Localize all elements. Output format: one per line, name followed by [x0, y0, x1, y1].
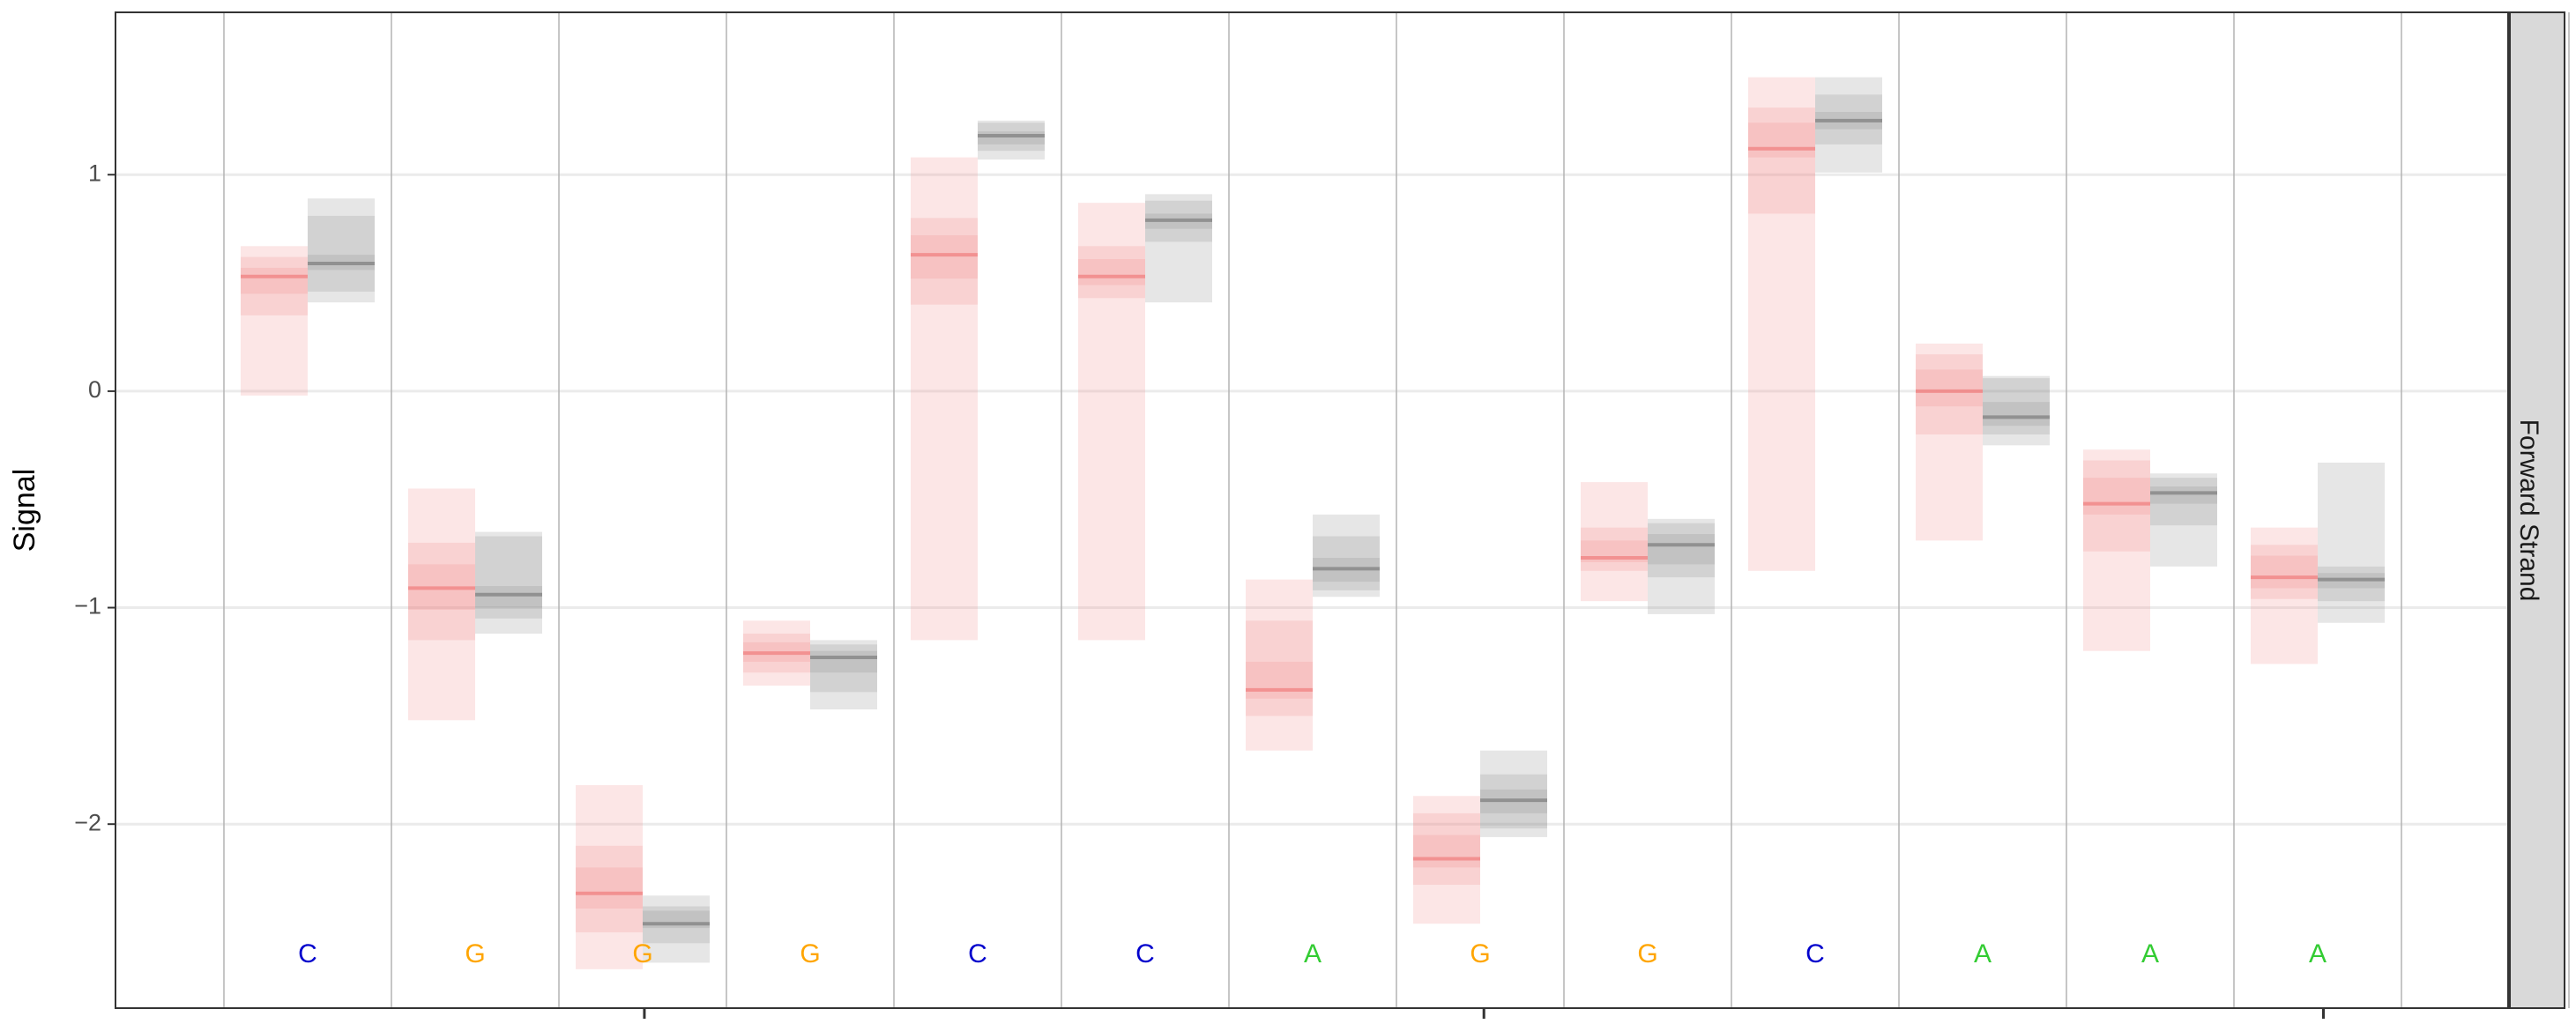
base-label-11: A [2141, 939, 2159, 968]
control-band-2-0 [643, 895, 710, 963]
control-band-9-0 [1815, 77, 1882, 173]
sample-band-2-2 [576, 867, 643, 909]
sample-band-5-2 [1078, 259, 1145, 286]
grid-lines [115, 173, 2508, 826]
sample-band-4-0 [911, 157, 978, 641]
sample-band-7-2 [1413, 835, 1480, 868]
control-band-0-0 [308, 198, 375, 303]
base-label-5: C [1135, 939, 1155, 968]
control-band-5-0 [1145, 194, 1212, 303]
sample-band-11-2 [2083, 478, 2150, 515]
panel-background [115, 12, 2508, 1008]
control-band-11-0 [2150, 473, 2217, 567]
sample-band-0-1 [241, 256, 308, 315]
sample-band-11-0 [2083, 449, 2150, 651]
facet-strip-label: Forward Strand [2514, 419, 2543, 602]
control-band-8-1 [1648, 523, 1715, 578]
column-dividers [223, 12, 2570, 1008]
base-label-3: G [800, 939, 820, 968]
control-band-6-0 [1313, 514, 1380, 597]
control-band-11-2 [2150, 486, 2217, 504]
base-label-7: G [1470, 939, 1490, 968]
control-band-10-0 [1983, 375, 2050, 446]
base-label-1: G [465, 939, 485, 968]
control-band-3-2 [810, 650, 877, 673]
control-band-10-1 [1983, 378, 2050, 435]
control-band-1-2 [475, 585, 542, 608]
control-band-10-2 [1983, 402, 2050, 427]
facet-strip [2509, 11, 2565, 1009]
sample-band-7-1 [1413, 813, 1480, 885]
control-band-1-0 [475, 531, 542, 634]
sample-band-12-2 [2251, 555, 2318, 589]
control-band-8-2 [1648, 534, 1715, 565]
axes: 1 0 −1 −2 [74, 160, 2325, 1019]
control-band-1-1 [475, 536, 542, 619]
base-label-12: A [2309, 939, 2327, 968]
y-tick-label-1: 0 [88, 376, 101, 403]
sample-band-10-2 [1916, 369, 1983, 407]
sample-band-1-0 [408, 488, 475, 721]
sample-band-8-1 [1581, 527, 1648, 571]
control-band-12-1 [2318, 566, 2385, 602]
control-band-4-0 [978, 120, 1045, 160]
sample-band-6-2 [1246, 661, 1313, 699]
base-label-10: A [1974, 939, 1992, 968]
sample-band-6-0 [1246, 579, 1313, 751]
sample-band-4-1 [911, 218, 978, 305]
control-band-7-0 [1480, 750, 1547, 837]
sample-band-0-2 [241, 267, 308, 294]
sample-band-6-1 [1246, 620, 1313, 716]
control-band-4-2 [978, 131, 1045, 145]
control-band-0-1 [308, 215, 375, 292]
base-label-0: C [298, 939, 317, 968]
sample-band-10-1 [1916, 354, 1983, 435]
control-band-12-0 [2318, 462, 2385, 623]
sample-band-8-0 [1581, 482, 1648, 602]
base-label-6: A [1304, 939, 1322, 968]
sample-band-1-1 [408, 542, 475, 641]
control-band-8-0 [1648, 518, 1715, 614]
y-axis-title: Signal [8, 469, 41, 553]
y-tick-label-0: 1 [88, 160, 101, 186]
base-label-8: G [1637, 939, 1657, 968]
sample-band-12-0 [2251, 527, 2318, 664]
control-band-6-1 [1313, 536, 1380, 590]
sample-band-10-0 [1916, 343, 1983, 541]
base-label-4: C [968, 939, 987, 968]
sample-band-9-2 [1748, 122, 1815, 158]
y-tick-label-2: −1 [74, 593, 101, 620]
sample-band-11-1 [2083, 460, 2150, 552]
panel-border [115, 11, 2509, 1009]
sample-band-4-2 [911, 235, 978, 279]
sample-band-2-0 [576, 784, 643, 969]
y-tick-label-3: −2 [74, 809, 101, 835]
sample-band-9-0 [1748, 77, 1815, 571]
sample-band-2-1 [576, 845, 643, 933]
control-band-11-1 [2150, 478, 2217, 526]
control-band-3-1 [810, 644, 877, 693]
sample-band-12-1 [2251, 545, 2318, 599]
base-label-2: G [632, 939, 652, 968]
sample-band-0-0 [241, 246, 308, 396]
sample-band-5-1 [1078, 246, 1145, 299]
signal-bands [241, 77, 2385, 969]
sample-band-9-1 [1748, 108, 1815, 214]
base-label-9: C [1805, 939, 1825, 968]
control-band-3-0 [810, 640, 877, 709]
